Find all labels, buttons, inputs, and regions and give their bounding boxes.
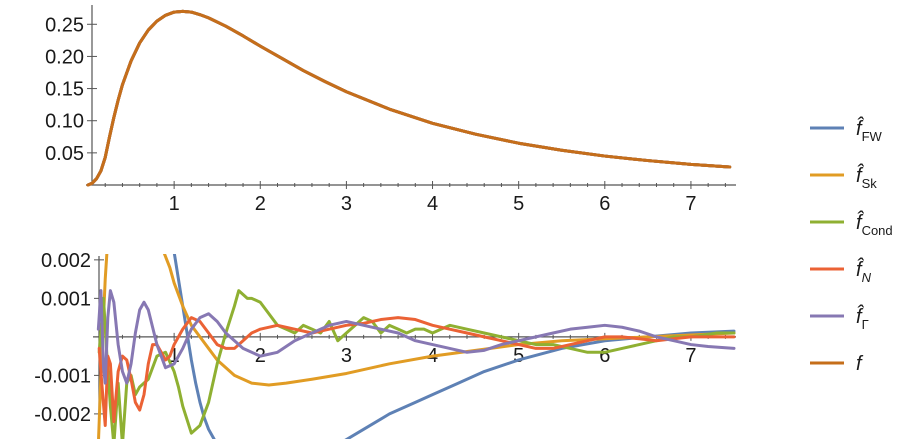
y-tick-label: 0.25	[45, 14, 84, 36]
legend-label: f̂Cond	[856, 211, 893, 238]
series-line	[88, 11, 730, 185]
legend-item: f̂N	[810, 258, 872, 285]
series-line	[99, 291, 734, 445]
top-panel: 1 2 3 4 5 6 7 0.05 0.10 0.15 0.20 0.25	[45, 5, 736, 215]
y-tick-label: 0.05	[45, 143, 84, 165]
legend-item: f	[810, 353, 864, 375]
x-tick-label: 5	[513, 345, 524, 367]
legend-label: f̂FW	[856, 117, 883, 144]
y-tick-label: -0.001	[34, 365, 91, 387]
y-tick-label: 0.20	[45, 46, 84, 68]
x-tick-label: 5	[513, 193, 524, 215]
x-tick-label: 3	[341, 193, 352, 215]
y-tick-label: -0.002	[34, 404, 91, 426]
x-tick-label: 2	[255, 193, 266, 215]
legend-item: f̂Γ	[810, 305, 869, 332]
x-tick-label: 6	[599, 193, 610, 215]
series-line	[164, 252, 734, 385]
legend-label: f̂Γ	[856, 305, 869, 332]
legend-label: f̂Sk	[856, 164, 877, 191]
x-tick-label: 6	[599, 345, 610, 367]
x-tick-label: 7	[685, 345, 696, 367]
legend-item: f̂FW	[810, 117, 883, 144]
y-tick-label: 0.15	[45, 79, 84, 101]
x-tick-label: 3	[341, 345, 352, 367]
legend-item: f̂Sk	[810, 164, 877, 191]
legend: f̂FW f̂Sk f̂Cond f̂N f̂Γ f	[810, 117, 893, 375]
y-tick-label: 0.10	[45, 111, 84, 133]
x-tick-label: 7	[685, 193, 696, 215]
x-tick-label: 1	[169, 193, 180, 215]
series-line	[174, 252, 217, 445]
x-tick-label: 4	[427, 193, 438, 215]
legend-label: f	[856, 353, 864, 375]
y-tick-label: 0.002	[41, 250, 91, 272]
y-tick-label: 0.001	[41, 288, 91, 310]
legend-label: f̂N	[856, 258, 872, 285]
legend-item: f̂Cond	[810, 211, 893, 238]
bottom-panel: 1234567-0.002-0.0010.0010.002	[34, 250, 736, 445]
